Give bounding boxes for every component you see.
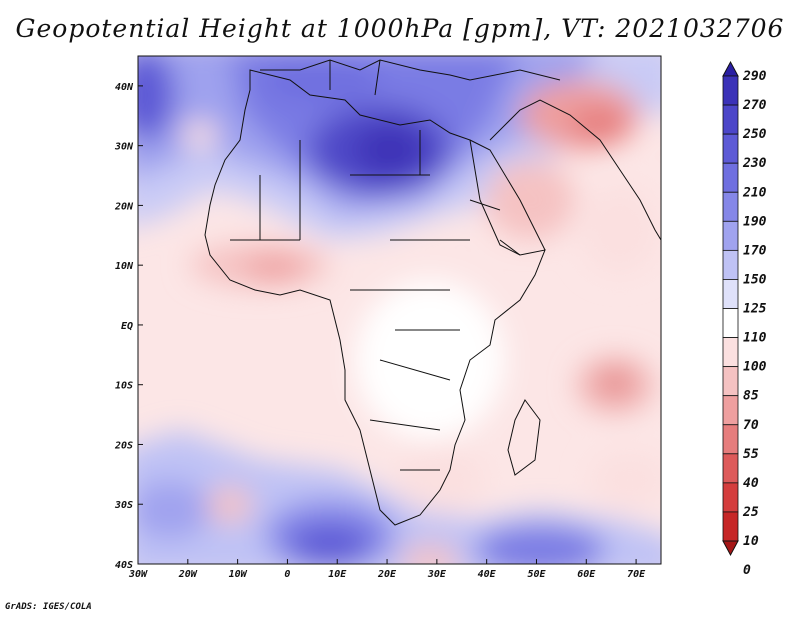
colorbar-label: 270 bbox=[742, 98, 767, 113]
colorbar-label: 0 bbox=[743, 563, 751, 578]
lon-tick-label: 30E bbox=[427, 569, 447, 580]
colorbar-label: 250 bbox=[742, 127, 767, 142]
colorbar-swatch bbox=[722, 366, 739, 397]
colorbar-swatch bbox=[722, 191, 739, 222]
colorbar-label: 10 bbox=[743, 534, 759, 549]
colorbar-swatch bbox=[722, 395, 739, 426]
madagascar bbox=[507, 399, 541, 476]
lat-tick-label: 20S bbox=[114, 440, 133, 451]
red-sea-coast bbox=[469, 139, 546, 251]
colorbar-label: 170 bbox=[743, 243, 767, 258]
colorbar-label: 85 bbox=[743, 389, 759, 404]
axis-ticks: 30W 20W 10W 0 10E 20E 30E 40E 50E 60E 70E 40N 30N 20N… bbox=[114, 82, 646, 580]
colorbar-label: 150 bbox=[743, 272, 767, 287]
africa-outline bbox=[204, 69, 546, 526]
colorbar-label: 210 bbox=[742, 185, 767, 200]
lon-tick-label: 10W bbox=[229, 569, 248, 580]
colorbar-label: 70 bbox=[743, 418, 759, 433]
lon-tick-label: 70E bbox=[627, 569, 646, 580]
colorbar-swatch bbox=[722, 424, 739, 455]
coastlines bbox=[204, 59, 661, 526]
colorbar: 2902702502302101901701501251101008570554… bbox=[722, 60, 767, 578]
colorbar-label: 55 bbox=[743, 447, 759, 462]
colorbar-swatch bbox=[722, 104, 739, 135]
grads-credit: GrADS: IGES/COLA bbox=[5, 602, 92, 612]
lat-tick-label: 10N bbox=[115, 261, 134, 272]
lat-tick-label: EQ bbox=[121, 321, 133, 332]
colorbar-swatch bbox=[722, 162, 739, 193]
lon-tick-label: 40E bbox=[478, 569, 497, 580]
lon-tick-label: 20W bbox=[178, 569, 198, 580]
colorbar-swatch bbox=[722, 249, 739, 280]
colorbar-swatch bbox=[722, 511, 739, 542]
colorbar-label: 230 bbox=[742, 156, 767, 171]
lon-tick-label: 50E bbox=[527, 569, 546, 580]
colorbar-swatch bbox=[722, 75, 739, 106]
lat-tick-label: 30S bbox=[114, 500, 133, 511]
lon-tick-label: 60E bbox=[577, 569, 596, 580]
lat-tick-label: 40N bbox=[115, 82, 134, 93]
colorbar-swatch bbox=[722, 308, 739, 338]
colorbar-label: 110 bbox=[743, 331, 767, 346]
colorbar-label: 40 bbox=[743, 476, 759, 491]
colorbar-label: 125 bbox=[743, 302, 767, 317]
lat-tick-label: 20N bbox=[114, 201, 134, 212]
map-frame bbox=[137, 55, 662, 565]
chart-title: Geopotential Height at 1000hPa [gpm], VT… bbox=[15, 14, 785, 43]
colorbar-top-arrow bbox=[722, 60, 739, 77]
colorbar-bottom-arrow bbox=[722, 540, 739, 557]
country-borders bbox=[230, 59, 521, 471]
lon-tick-label: 30W bbox=[128, 569, 148, 580]
colorbar-swatch bbox=[722, 279, 739, 309]
colorbar-swatch bbox=[722, 133, 739, 164]
lon-tick-label: 20E bbox=[377, 569, 397, 580]
colorbar-label: 25 bbox=[742, 505, 759, 520]
mediterranean-coast bbox=[260, 59, 561, 81]
colorbar-label: 100 bbox=[743, 360, 767, 375]
height-field bbox=[138, 56, 661, 564]
lon-tick-label: 0 bbox=[284, 569, 290, 580]
lat-tick-label: 40S bbox=[115, 560, 133, 571]
lat-tick-label: 30N bbox=[114, 142, 134, 153]
colorbar-swatch bbox=[722, 453, 739, 484]
colorbar-swatch bbox=[722, 482, 739, 513]
lat-tick-label: 10S bbox=[115, 381, 133, 392]
arabia-coast bbox=[489, 99, 661, 241]
lon-tick-label: 10E bbox=[328, 569, 347, 580]
colorbar-swatch bbox=[722, 220, 739, 251]
colorbar-swatch bbox=[722, 337, 739, 368]
colorbar-label: 290 bbox=[742, 69, 767, 84]
colorbar-label: 190 bbox=[743, 214, 767, 229]
